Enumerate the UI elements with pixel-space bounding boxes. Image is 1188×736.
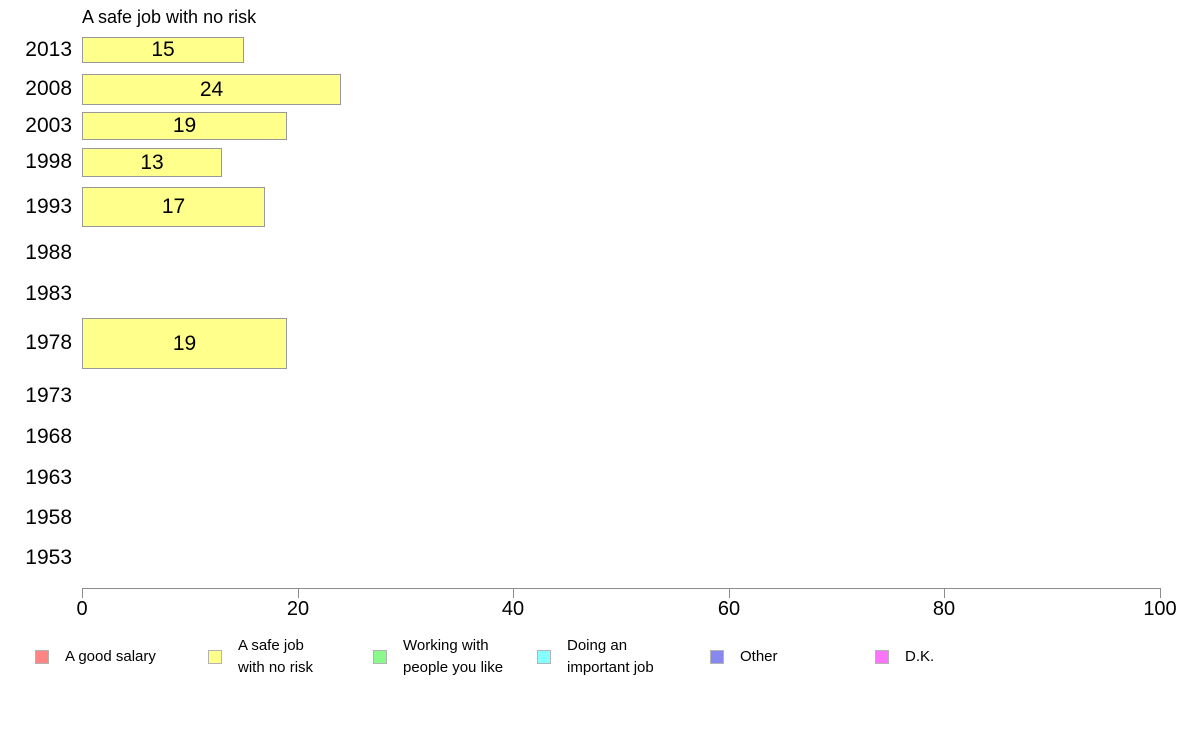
legend-item-label: Working with people you like <box>403 637 504 676</box>
x-axis-tick-label: 100 <box>1143 598 1177 620</box>
year-label: 1963 <box>25 466 72 489</box>
bar: 19 <box>82 318 287 369</box>
year-label: 1993 <box>25 195 72 218</box>
x-axis-tick <box>298 588 299 598</box>
year-label: 1973 <box>25 384 72 407</box>
legend-item-label: Doing an important job <box>567 637 654 676</box>
year-label: 2008 <box>25 77 72 100</box>
year-label: 2013 <box>25 38 72 61</box>
legend-item-label: Other <box>740 648 778 665</box>
legend-item: Working with people you like <box>373 634 503 680</box>
x-axis-tick <box>513 588 514 598</box>
year-label: 1958 <box>25 506 72 529</box>
legend-item: Other <box>710 634 778 680</box>
x-axis-tick-label: 40 <box>501 598 525 620</box>
bar-value-label: 19 <box>172 114 197 137</box>
bar: 15 <box>82 37 244 63</box>
bar: 19 <box>82 112 287 140</box>
x-axis-line <box>82 588 1160 589</box>
legend-item-label: A good salary <box>65 648 156 665</box>
x-axis-tick <box>729 588 730 598</box>
bar-value-label: 24 <box>199 77 224 101</box>
year-label: 2003 <box>25 114 72 137</box>
legend-item: A good salary <box>35 634 156 680</box>
bar-value-label: 17 <box>161 195 186 218</box>
bar-value-label: 19 <box>172 331 197 355</box>
bar-value-label: 13 <box>140 150 164 174</box>
x-axis-tick-label: 60 <box>717 598 741 620</box>
year-label: 1953 <box>25 546 72 569</box>
legend-swatch <box>875 650 889 664</box>
legend-swatch <box>373 650 387 664</box>
bar: 13 <box>82 148 222 177</box>
legend-item: A safe job with no risk <box>208 634 313 680</box>
x-axis-tick <box>1160 588 1161 598</box>
year-label: 1988 <box>25 241 72 264</box>
x-axis-tick <box>944 588 945 598</box>
x-axis-tick-label: 20 <box>286 598 310 620</box>
legend-swatch <box>710 650 724 664</box>
year-label: 1978 <box>25 331 72 354</box>
x-axis-tick-label: 80 <box>932 598 956 620</box>
bar: 17 <box>82 187 265 227</box>
bar-value-label: 15 <box>151 38 175 61</box>
legend-swatch <box>208 650 222 664</box>
year-label: 1968 <box>25 425 72 448</box>
bar: 24 <box>82 74 341 105</box>
legend-item: Doing an important job <box>537 634 654 680</box>
legend-item-label: D.K. <box>905 648 935 665</box>
x-axis-tick-label: 0 <box>76 598 88 620</box>
x-axis-tick <box>82 588 83 598</box>
legend-swatch <box>35 650 49 664</box>
legend-swatch <box>537 650 551 664</box>
legend-item-label: A safe job with no risk <box>238 637 314 676</box>
year-label: 1983 <box>25 282 72 305</box>
year-label: 1998 <box>25 150 72 173</box>
legend-item: D.K. <box>875 634 934 680</box>
chart-title: A safe job with no risk <box>82 7 257 27</box>
